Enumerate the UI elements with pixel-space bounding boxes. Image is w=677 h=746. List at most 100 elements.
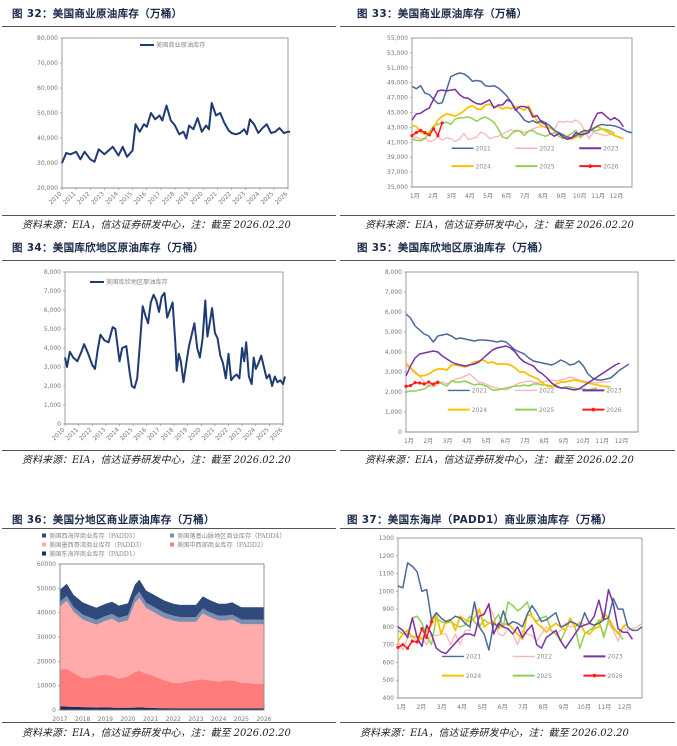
data-point-2026 [419, 128, 423, 132]
y-tick-label: 7,000 [44, 288, 61, 295]
data-point-2026 [418, 381, 422, 385]
x-tick-label: 2023 [188, 716, 203, 723]
y-tick-label: 1,000 [44, 402, 61, 409]
series-line-2023 [397, 588, 634, 655]
chart-fig35: 0 1,000 2,000 3,000 4,000 5,000 6,000 7,000 8,00… [385, 269, 639, 445]
y-tick-label: 700 [383, 642, 395, 649]
legend-swatch [42, 542, 46, 547]
divider [2, 215, 336, 216]
source-note: 资料来源：EIA，信达证券研发中心，注：截至 2026.02.20 [365, 220, 634, 231]
x-tick-label: 10月 [576, 438, 590, 445]
legend-label: 美国商业原油库存 [156, 41, 206, 49]
x-tick-label: 3月 [443, 438, 453, 445]
data-point-2026 [420, 627, 424, 631]
source-note: 资料来源：EIA，信达证券研发中心，注：截至 2026.02.20 [22, 728, 291, 739]
x-tick-label: 8月 [538, 193, 548, 200]
series-line-2022 [411, 119, 615, 143]
area-padd4 [60, 591, 264, 625]
legend-label-2025: 2025 [539, 163, 554, 170]
x-tick-label: 1月 [396, 704, 406, 711]
y-tick-label: 30,000 [37, 160, 58, 167]
legend-label-2023: 2023 [607, 654, 622, 661]
y-tick-label: 3,000 [385, 369, 402, 376]
source-note: 资料来源：EIA，信达证券研发中心，注：截至 2026.02.20 [22, 455, 291, 466]
x-tick-label: 3月 [437, 704, 447, 711]
y-tick-label: 70,000 [37, 60, 58, 67]
figure-title: 图 35：美国库欣地区原油库存（万桶） [357, 242, 549, 254]
x-tick-label: 9月 [559, 704, 569, 711]
series-line-2021 [411, 72, 633, 139]
y-tick-label: 2,000 [385, 389, 402, 396]
legend-label: 美国东海岸商业库存（PADD1） [49, 550, 139, 558]
x-tick-label: 2015 [119, 426, 135, 442]
data-point-2026 [422, 382, 426, 386]
legend-label-2023: 2023 [606, 388, 621, 395]
y-tick-label: 60000 [37, 561, 56, 568]
legend-label: 美国墨西哥湾商业库存（PADD3） [49, 541, 145, 549]
y-tick-label: 5,000 [385, 329, 402, 336]
x-tick-label: 2014 [104, 190, 120, 206]
series-line-2023 [411, 88, 625, 141]
x-tick-label: 2月 [428, 193, 438, 200]
figure-title: 图 37：美国东海岸（PADD1）商业原油库存（万桶） [347, 514, 613, 526]
x-tick-label: 5月 [477, 704, 487, 711]
y-tick-label: 5,000 [44, 326, 61, 333]
figure-title: 图 34：美国库欣地区原油库存（万桶） [12, 242, 204, 254]
y-tick-label: 1,000 [385, 409, 402, 416]
x-tick-label: 9月 [557, 193, 567, 200]
y-tick-label: 7,000 [385, 289, 402, 296]
data-point-2026 [396, 645, 400, 649]
x-tick-label: 3月 [447, 193, 457, 200]
data-point-2026 [423, 131, 427, 135]
x-tick-label: 12月 [615, 438, 629, 445]
y-tick-label: 20000 [37, 658, 56, 665]
y-tick-label: 50,000 [37, 110, 58, 117]
legend-marker-2026 [591, 407, 596, 412]
y-tick-label: 30000 [37, 634, 56, 641]
x-tick-label: 2010 [48, 190, 64, 206]
y-tick-label: 3,000 [44, 364, 61, 371]
divider [2, 722, 336, 723]
x-tick-label: 2015 [118, 190, 134, 206]
x-tick-label: 2月 [423, 438, 433, 445]
legend-label: 美国库欣地区原油库存 [106, 278, 168, 286]
x-tick-label: 2026 [274, 190, 290, 206]
source-note: 资料来源：EIA，信达证券研发中心，注：截至 2026.02.20 [360, 728, 629, 739]
x-tick-label: 2017 [52, 716, 67, 723]
y-tick-label: 1300 [379, 535, 394, 542]
x-tick-label: 4月 [465, 193, 475, 200]
y-tick-label: 55,000 [387, 35, 408, 42]
x-tick-label: 11月 [598, 704, 612, 711]
y-tick-label: 1200 [379, 553, 394, 560]
legend-swatch [170, 542, 174, 547]
x-tick-label: 2025 [255, 426, 271, 442]
data-point-2026 [413, 381, 417, 385]
data-point-2026 [440, 121, 444, 125]
divider [2, 26, 336, 27]
divider [2, 450, 336, 451]
divider [2, 260, 336, 261]
legend-label: 美国中西部商业库存（PADD2） [177, 541, 267, 549]
x-tick-label: 2011 [64, 426, 80, 442]
legend-label-2021: 2021 [472, 388, 487, 395]
series-line-2024 [397, 608, 629, 642]
x-tick-label: 2018 [160, 426, 176, 442]
x-tick-label: 10月 [573, 193, 587, 200]
x-tick-label: 2010 [51, 426, 67, 442]
series-line-2023 [405, 345, 621, 391]
chart-fig33: 35,000 37,000 39,000 41,000 43,000 45,000 47,0… [387, 35, 633, 200]
plot-area [61, 37, 289, 189]
x-tick-label: 5月 [481, 438, 491, 445]
y-tick-label: 800 [383, 624, 395, 631]
legend-label-2022: 2022 [539, 388, 554, 395]
x-tick-label: 2026 [256, 716, 271, 723]
x-tick-label: 1月 [410, 193, 420, 200]
y-tick-label: 0 [398, 429, 402, 436]
y-tick-label: 10000 [37, 683, 56, 690]
x-tick-label: 2017 [147, 190, 163, 206]
series-line-2021 [405, 313, 630, 381]
x-tick-label: 2022 [217, 190, 233, 206]
x-tick-label: 7月 [520, 193, 530, 200]
y-tick-label: 45,000 [387, 110, 408, 117]
x-tick-label: 8月 [538, 704, 548, 711]
